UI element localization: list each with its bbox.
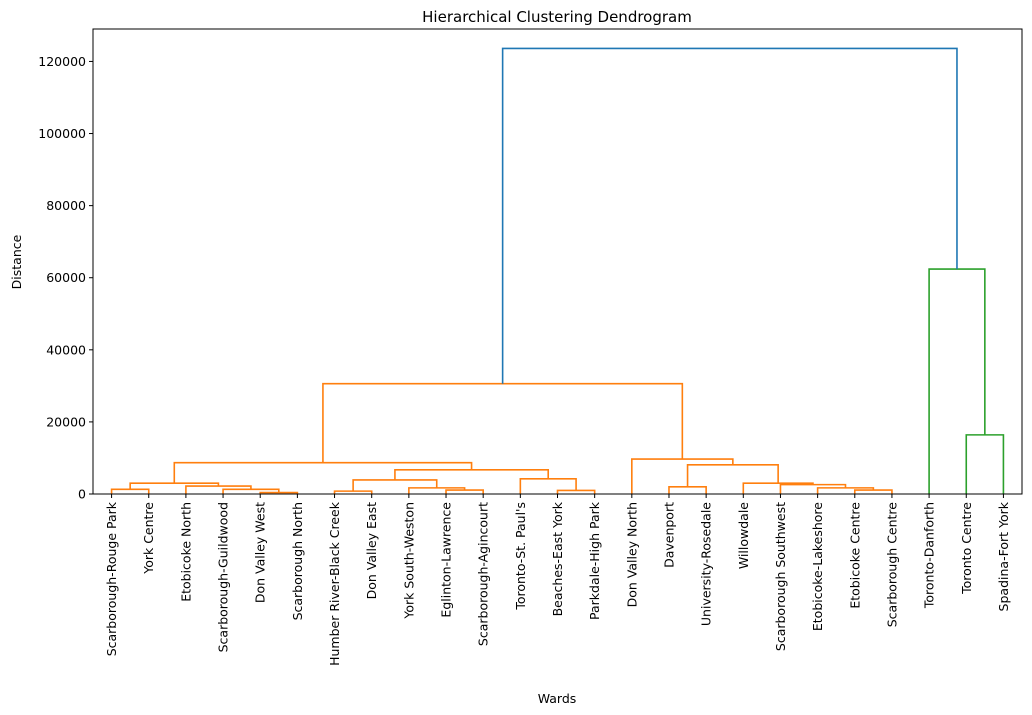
dendrogram-link: [322, 382, 684, 463]
y-tick-label: 80000: [46, 198, 86, 213]
leaf-label: Beaches-East York: [550, 501, 565, 616]
leaf-label: University-Rosedale: [699, 502, 714, 626]
leaf-label: Spadina-Fort York: [996, 501, 1011, 611]
leaf-label: Etobicoke-Lakeshore: [810, 502, 825, 631]
dendrogram-link: [173, 461, 473, 484]
dendrogram-link: [394, 469, 550, 480]
dendrogram-links: [110, 47, 1005, 494]
leaf-label: York Centre: [141, 502, 156, 575]
dendrogram-link: [779, 483, 847, 494]
y-tick-label: 40000: [46, 342, 86, 357]
leaf-label: Parkdale-High Park: [587, 501, 602, 620]
dendrogram-link: [519, 478, 577, 494]
dendrogram-link: [816, 487, 875, 494]
dendrogram-link: [631, 458, 734, 494]
x-axis-title: Wards: [538, 691, 577, 706]
leaf-label: Scarborough-Guildwood: [216, 502, 231, 652]
dendrogram-link: [965, 434, 1005, 494]
leaf-label: Scarborough Centre: [884, 502, 899, 628]
leaf-label: Don Valley East: [364, 502, 379, 599]
leaf-label: Don Valley West: [253, 502, 268, 603]
leaf-label: Scarborough-Agincourt: [476, 502, 491, 646]
dendrogram-link: [222, 488, 280, 494]
chart-title: Hierarchical Clustering Dendrogram: [422, 8, 692, 26]
leaf-label: Etobicoke North: [178, 502, 193, 602]
y-tick-label: 0: [78, 487, 86, 502]
leaf-label: Toronto-Danforth: [922, 502, 937, 609]
leaf-label: Willowdale: [736, 502, 751, 569]
leaf-label: Scarborough-Rouge Park: [104, 501, 119, 656]
dendrogram-link: [110, 488, 150, 494]
dendrogram-link: [408, 487, 466, 494]
plot-frame: [92, 28, 1023, 495]
y-axis: 0 20000 40000 60000 80000 100000 120000: [38, 54, 93, 502]
dendrogram-link: [185, 485, 252, 494]
leaf-label: Etobicoke Centre: [847, 502, 862, 609]
dendrogram-link: [445, 489, 484, 494]
dendrogram-link: [501, 47, 958, 384]
dendrogram-link: [853, 489, 893, 494]
y-tick-label: 100000: [38, 126, 86, 141]
dendrogram-link: [352, 479, 438, 492]
leaf-label: Toronto Centre: [959, 502, 974, 595]
leaf-label: Toronto-St. Paul's: [513, 502, 528, 611]
y-tick-label: 20000: [46, 414, 86, 429]
dendrogram-link: [668, 485, 707, 494]
leaf-label: Eglinton-Lawrence: [439, 502, 454, 618]
y-tick-label: 60000: [46, 270, 86, 285]
y-tick-label: 120000: [38, 54, 86, 69]
leaf-label: Humber River-Black Creek: [327, 501, 342, 666]
leaf-label: Davenport: [661, 502, 676, 568]
leaf-label: Scarborough Southwest: [773, 502, 788, 651]
leaf-label: York South-Weston: [401, 502, 416, 620]
x-axis: Scarborough-Rouge Park York Centre Etobico…: [104, 494, 1011, 666]
y-axis-title: Distance: [9, 234, 24, 289]
leaf-label: Don Valley North: [624, 502, 639, 607]
dendrogram-link: [556, 489, 596, 494]
dendrogram-link: [928, 268, 986, 494]
leaf-label: Scarborough North: [290, 502, 305, 620]
